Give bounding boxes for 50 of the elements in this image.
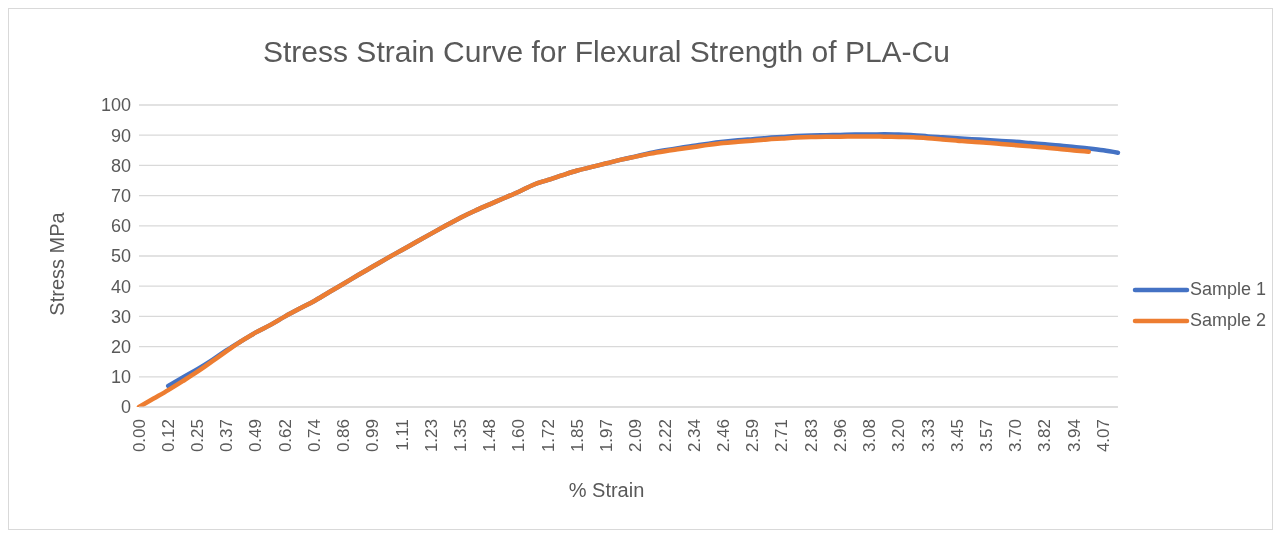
x-tick-label: 3.94 (1064, 419, 1084, 453)
x-tick-label: 3.20 (889, 419, 909, 453)
x-tick-label: 2.59 (743, 419, 763, 453)
x-tick-label: 2.34 (684, 419, 704, 453)
x-tick-label: 0.99 (363, 419, 383, 453)
y-tick-label: 100 (100, 95, 131, 116)
y-tick-label: 30 (110, 306, 131, 327)
y-tick-label: 40 (110, 276, 131, 297)
x-tick-label: 1.35 (450, 419, 470, 453)
x-tick-label: 0.00 (129, 419, 149, 453)
x-tick-label: 3.33 (918, 419, 938, 453)
x-tick-label: 0.62 (275, 419, 295, 453)
x-tick-label: 1.97 (597, 419, 617, 453)
legend-label: Sample 1 (1189, 279, 1266, 300)
y-tick-label: 60 (110, 216, 131, 237)
x-tick-label: 1.11 (392, 419, 412, 451)
x-tick-label: 0.37 (217, 419, 237, 453)
x-tick-label: 2.71 (772, 419, 792, 453)
y-tick-label: 70 (110, 185, 131, 206)
x-tick-label: 3.57 (976, 419, 996, 453)
y-tick-label: 80 (110, 155, 131, 176)
x-axis-title: % Strain (567, 479, 646, 502)
y-axis-title: Stress MPa (45, 212, 69, 316)
x-tick-label: 0.25 (187, 419, 207, 453)
x-tick-label: 0.12 (158, 419, 178, 453)
x-tick-label: 2.46 (713, 419, 733, 453)
x-tick-label: 1.23 (421, 419, 441, 453)
y-tick-label: 10 (110, 367, 131, 388)
x-tick-label: 0.86 (334, 419, 354, 453)
x-tick-label: 3.82 (1035, 419, 1055, 453)
x-tick-label: 1.60 (509, 419, 529, 453)
x-tick-label: 2.09 (626, 419, 646, 453)
x-tick-label: 3.70 (1006, 419, 1026, 453)
x-tick-label: 3.08 (860, 419, 880, 453)
x-tick-label: 2.83 (801, 419, 821, 453)
y-tick-label: 50 (110, 246, 131, 267)
legend-label: Sample 2 (1189, 310, 1266, 331)
y-tick-label: 90 (110, 125, 131, 146)
x-tick-label: 4.07 (1093, 419, 1113, 453)
y-tick-label: 20 (110, 336, 131, 357)
chart-title: Stress Strain Curve for Flexural Strength of PLA-Cu (262, 35, 951, 69)
y-tick-label: 0 (120, 397, 131, 418)
x-tick-label: 0.74 (304, 419, 324, 453)
x-tick-label: 2.96 (830, 419, 850, 453)
x-tick-label: 1.85 (567, 419, 587, 453)
x-tick-label: 3.45 (947, 419, 967, 453)
x-tick-label: 1.48 (480, 419, 500, 453)
x-tick-label: 2.22 (655, 419, 675, 453)
x-tick-label: 0.49 (246, 419, 266, 453)
x-tick-label: 1.72 (538, 419, 558, 453)
